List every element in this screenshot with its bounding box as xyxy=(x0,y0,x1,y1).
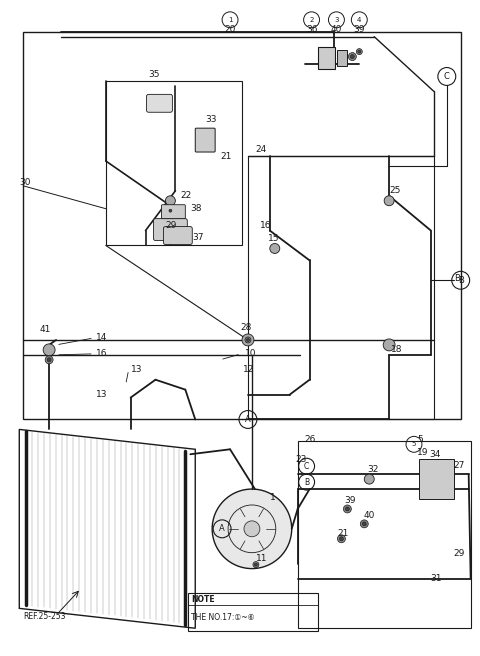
Text: THE NO.17:①~⑥: THE NO.17:①~⑥ xyxy=(192,613,255,622)
Text: 11: 11 xyxy=(256,554,267,563)
Text: B: B xyxy=(454,274,460,283)
Bar xyxy=(318,47,336,68)
Circle shape xyxy=(242,334,254,346)
Bar xyxy=(188,594,318,631)
Text: 21: 21 xyxy=(337,529,349,539)
Text: 26: 26 xyxy=(305,435,316,444)
Text: 36: 36 xyxy=(306,25,317,34)
FancyBboxPatch shape xyxy=(195,128,215,152)
Text: REF.25-253: REF.25-253 xyxy=(23,612,66,621)
Text: 13: 13 xyxy=(96,390,108,399)
Circle shape xyxy=(346,507,349,511)
FancyBboxPatch shape xyxy=(164,226,192,245)
Text: 1: 1 xyxy=(228,17,232,23)
Text: 2: 2 xyxy=(310,17,314,23)
Circle shape xyxy=(168,208,173,214)
Text: 31: 31 xyxy=(430,574,442,583)
Bar xyxy=(419,459,454,499)
Bar xyxy=(23,31,461,419)
Text: 29: 29 xyxy=(454,549,465,558)
Text: 22: 22 xyxy=(180,192,192,200)
Text: 20: 20 xyxy=(224,25,236,34)
Text: 28: 28 xyxy=(240,323,252,333)
Text: 35: 35 xyxy=(148,70,160,79)
Circle shape xyxy=(45,356,53,364)
Text: 10: 10 xyxy=(245,350,256,358)
Text: 21: 21 xyxy=(220,152,231,161)
Circle shape xyxy=(360,520,368,528)
Circle shape xyxy=(212,489,292,569)
FancyBboxPatch shape xyxy=(146,94,172,112)
Bar xyxy=(337,50,348,66)
Bar xyxy=(106,81,242,245)
Circle shape xyxy=(350,54,354,58)
Circle shape xyxy=(270,243,280,253)
Text: 32: 32 xyxy=(367,464,379,474)
Text: 13: 13 xyxy=(131,365,142,375)
Text: 27: 27 xyxy=(454,461,465,470)
Circle shape xyxy=(358,50,361,53)
Circle shape xyxy=(343,505,351,513)
Circle shape xyxy=(169,209,172,212)
Text: 24: 24 xyxy=(255,144,266,154)
Circle shape xyxy=(246,338,250,341)
Text: 5: 5 xyxy=(412,441,416,447)
Circle shape xyxy=(245,337,251,343)
Text: 37: 37 xyxy=(192,233,204,242)
Circle shape xyxy=(348,52,356,60)
Text: 19: 19 xyxy=(417,448,429,457)
Text: 25: 25 xyxy=(389,186,400,195)
Text: B: B xyxy=(458,276,464,285)
Text: 16: 16 xyxy=(96,350,108,358)
Circle shape xyxy=(362,522,366,526)
Circle shape xyxy=(254,563,257,566)
Circle shape xyxy=(364,474,374,484)
Circle shape xyxy=(166,195,175,206)
Circle shape xyxy=(383,339,395,351)
Circle shape xyxy=(337,535,346,543)
Bar xyxy=(298,441,471,628)
Text: C: C xyxy=(304,462,309,471)
Circle shape xyxy=(253,562,259,567)
FancyBboxPatch shape xyxy=(154,218,187,241)
Text: B: B xyxy=(304,478,309,487)
Text: 40: 40 xyxy=(363,512,375,520)
Text: 18: 18 xyxy=(391,345,403,354)
FancyBboxPatch shape xyxy=(161,205,185,218)
Circle shape xyxy=(47,358,51,362)
Text: 39: 39 xyxy=(344,497,356,506)
Text: 12: 12 xyxy=(243,365,254,375)
Text: 34: 34 xyxy=(429,450,440,459)
Text: 39: 39 xyxy=(354,25,365,34)
Text: 30: 30 xyxy=(19,178,31,188)
Text: C: C xyxy=(444,72,450,81)
Circle shape xyxy=(339,537,343,541)
Text: 23: 23 xyxy=(296,455,307,464)
Circle shape xyxy=(43,344,55,356)
Text: NOTE: NOTE xyxy=(192,595,215,604)
Circle shape xyxy=(244,521,260,537)
Text: 41: 41 xyxy=(39,325,50,335)
Text: 14: 14 xyxy=(96,333,107,342)
Circle shape xyxy=(356,49,362,54)
Text: 16: 16 xyxy=(260,221,271,230)
Text: 5: 5 xyxy=(417,435,423,444)
Text: A: A xyxy=(219,524,225,533)
Text: 3: 3 xyxy=(334,17,339,23)
Circle shape xyxy=(384,195,394,206)
Text: A: A xyxy=(245,415,251,424)
Bar xyxy=(248,156,434,419)
Text: 4: 4 xyxy=(357,17,361,23)
Text: 29: 29 xyxy=(166,221,177,230)
Text: 33: 33 xyxy=(205,115,216,124)
Text: 40: 40 xyxy=(331,25,342,34)
Text: 1: 1 xyxy=(270,493,276,502)
Text: 15: 15 xyxy=(268,234,279,243)
Text: 38: 38 xyxy=(190,204,202,213)
